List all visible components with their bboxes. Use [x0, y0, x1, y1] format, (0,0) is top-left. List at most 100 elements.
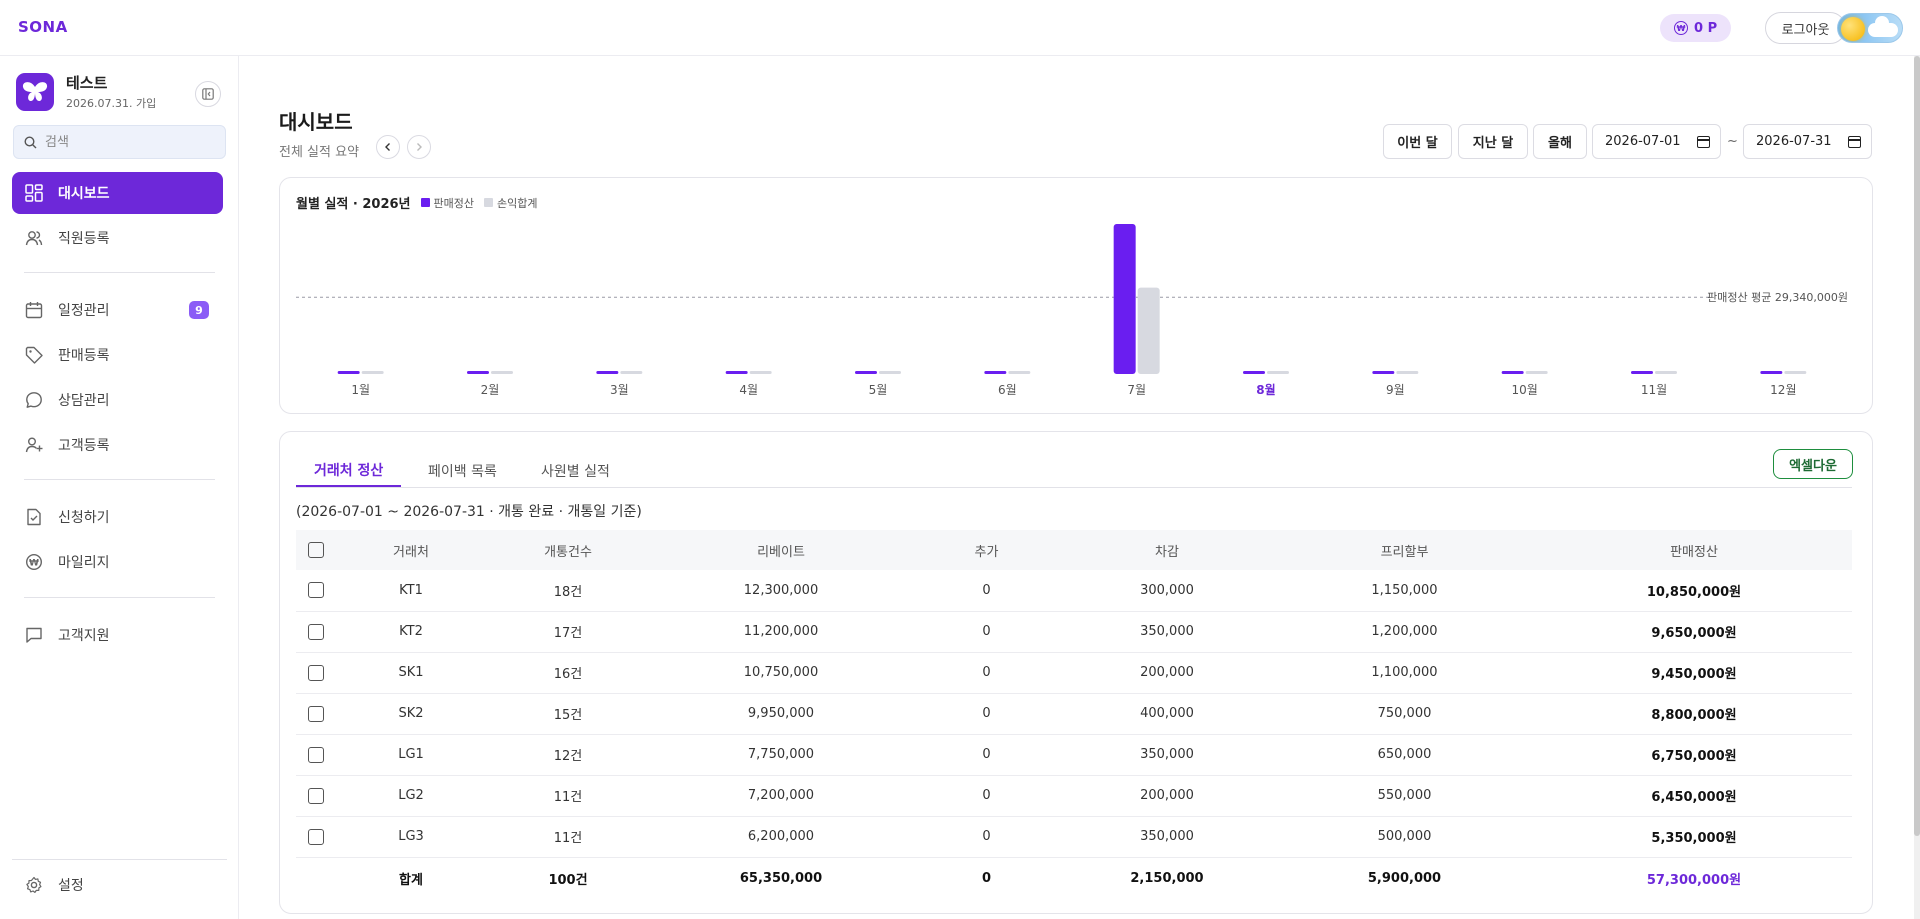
row-checkbox[interactable]: [308, 705, 324, 722]
bar-profit[interactable]: [1525, 371, 1548, 374]
free-installment-cell: 750,000: [1377, 706, 1432, 721]
search-icon: [24, 135, 37, 148]
column-header[interactable]: 차감: [1155, 544, 1179, 560]
bar-profit[interactable]: [1137, 287, 1160, 374]
calendar-icon[interactable]: [1697, 136, 1710, 148]
bar-profit[interactable]: [620, 371, 643, 374]
bar-profit[interactable]: [879, 371, 901, 374]
bar-sales[interactable]: [984, 371, 1007, 374]
bar-profit[interactable]: [491, 371, 513, 374]
next-button[interactable]: [407, 135, 431, 159]
select-all-checkbox[interactable]: [308, 542, 324, 558]
sidebar-item-label: 직원등록: [58, 231, 110, 247]
date-from-input[interactable]: 2026-07-01: [1592, 124, 1721, 159]
legend-item-sales: 판매정산: [420, 195, 474, 211]
table-row[interactable]: KT1 18건 12,300,000 0 300,000 1,150,000 1…: [296, 570, 1852, 611]
logout-button[interactable]: 로그아웃: [1765, 12, 1846, 44]
tab-vendor-settlement[interactable]: 거래처 정산: [296, 455, 402, 487]
table-row[interactable]: SK1 16건 10,750,000 0 200,000 1,100,000 9…: [296, 652, 1852, 693]
sidebar-item-customer[interactable]: 고객등록: [12, 424, 223, 466]
calendar-icon[interactable]: [1848, 136, 1861, 148]
sidebar-item-support[interactable]: 고객지원: [12, 614, 223, 656]
date-to-input[interactable]: 2026-07-31: [1743, 124, 1872, 159]
x-tick-label: 6월: [998, 383, 1017, 397]
points-badge[interactable]: ₩ 0 P: [1660, 14, 1732, 42]
bar-profit[interactable]: [1655, 371, 1677, 374]
column-header[interactable]: 개통건수: [544, 544, 592, 560]
sidebar-collapse-button[interactable]: [195, 81, 221, 107]
table-row[interactable]: LG1 12건 7,750,000 0 350,000 650,000 6,75…: [296, 734, 1852, 775]
sidebar-item-consult[interactable]: 상담관리: [12, 379, 223, 421]
row-checkbox[interactable]: [308, 623, 324, 640]
column-header[interactable]: 리베이트: [757, 544, 805, 560]
this-month-button[interactable]: 이번 달: [1383, 124, 1452, 159]
sidebar-item-apply[interactable]: 신청하기: [12, 496, 223, 538]
row-checkbox[interactable]: [308, 828, 324, 845]
count-cell: 18건: [553, 584, 583, 600]
extra-cell: 0: [982, 747, 991, 762]
sidebar-divider: [24, 597, 215, 598]
row-checkbox[interactable]: [308, 787, 324, 804]
tab-divider: [296, 487, 1852, 488]
table-row[interactable]: LG2 11건 7,200,000 0 200,000 550,000 6,45…: [296, 775, 1852, 816]
sidebar-item-mileage[interactable]: ₩ 마일리지: [12, 541, 223, 583]
sidebar-item-dashboard[interactable]: 대시보드: [12, 172, 223, 214]
total-rebate: 65,350,000: [739, 870, 823, 886]
total-count: 100건: [548, 872, 588, 888]
bar-sales[interactable]: [467, 371, 489, 374]
row-checkbox[interactable]: [308, 582, 324, 599]
bar-sales[interactable]: [855, 371, 877, 374]
sidebar-search[interactable]: [13, 125, 226, 159]
bar-sales[interactable]: [1113, 224, 1136, 374]
page-title: 대시보드: [279, 110, 353, 134]
table-row[interactable]: LG3 11건 6,200,000 0 350,000 500,000 5,35…: [296, 816, 1852, 857]
column-header[interactable]: 추가: [974, 544, 999, 560]
count-cell: 17건: [553, 626, 583, 641]
bar-profit[interactable]: [749, 371, 772, 374]
bar-profit[interactable]: [1008, 371, 1031, 374]
sidebar-item-settings[interactable]: 설정: [12, 864, 223, 906]
bar-profit[interactable]: [361, 371, 384, 374]
bar-sales[interactable]: [1501, 371, 1524, 374]
this-year-button[interactable]: 올해: [1533, 124, 1587, 159]
bar-sales[interactable]: [725, 371, 748, 374]
prev-button[interactable]: [376, 135, 400, 159]
svg-text:₩: ₩: [29, 559, 39, 569]
column-header[interactable]: 판매정산: [1670, 544, 1718, 560]
tab-staff-performance[interactable]: 사원별 실적: [541, 464, 610, 480]
row-checkbox[interactable]: [308, 746, 324, 763]
dashboard-icon: [24, 183, 44, 203]
schedule-count-badge: 9: [189, 301, 209, 319]
sidebar-item-schedule[interactable]: 일정관리 9: [12, 289, 223, 331]
last-month-button[interactable]: 지난 달: [1458, 124, 1528, 159]
bar-sales[interactable]: [1372, 371, 1395, 374]
extra-cell: 0: [982, 582, 991, 598]
row-checkbox[interactable]: [308, 664, 324, 681]
search-input[interactable]: [45, 134, 215, 150]
table-row[interactable]: KT2 17건 11,200,000 0 350,000 1,200,000 9…: [296, 611, 1852, 652]
bar-profit[interactable]: [1396, 371, 1419, 374]
column-header[interactable]: 프리할부: [1380, 544, 1429, 560]
tab-payback-list[interactable]: 페이백 목록: [428, 464, 497, 480]
bar-profit[interactable]: [1784, 371, 1807, 374]
bar-sales[interactable]: [1631, 371, 1653, 374]
rebate-cell: 9,950,000: [747, 706, 815, 721]
bar-sales[interactable]: [337, 371, 360, 374]
theme-toggle[interactable]: [1837, 13, 1903, 43]
excel-download-button[interactable]: 엑셀다운: [1773, 449, 1853, 479]
scrollbar-thumb[interactable]: [1914, 56, 1920, 836]
page-scrollbar[interactable]: [1914, 56, 1920, 919]
sidebar-item-sales[interactable]: 판매등록: [12, 334, 223, 376]
bar-sales[interactable]: [596, 371, 619, 374]
table-row[interactable]: SK2 15건 9,950,000 0 400,000 750,000 8,80…: [296, 693, 1852, 734]
column-header[interactable]: 거래처: [393, 544, 429, 560]
sidebar-item-label: 고객등록: [58, 438, 110, 454]
bar-profit[interactable]: [1267, 371, 1289, 374]
vendor-cell: LG1: [398, 747, 424, 762]
count-cell: 11건: [553, 790, 583, 805]
bar-sales[interactable]: [1760, 371, 1783, 374]
brand-logo[interactable]: SONA: [18, 18, 68, 36]
bar-sales[interactable]: [1243, 371, 1265, 374]
vendor-cell: KT1: [399, 582, 423, 598]
sidebar-item-staff[interactable]: 직원등록: [12, 217, 223, 259]
